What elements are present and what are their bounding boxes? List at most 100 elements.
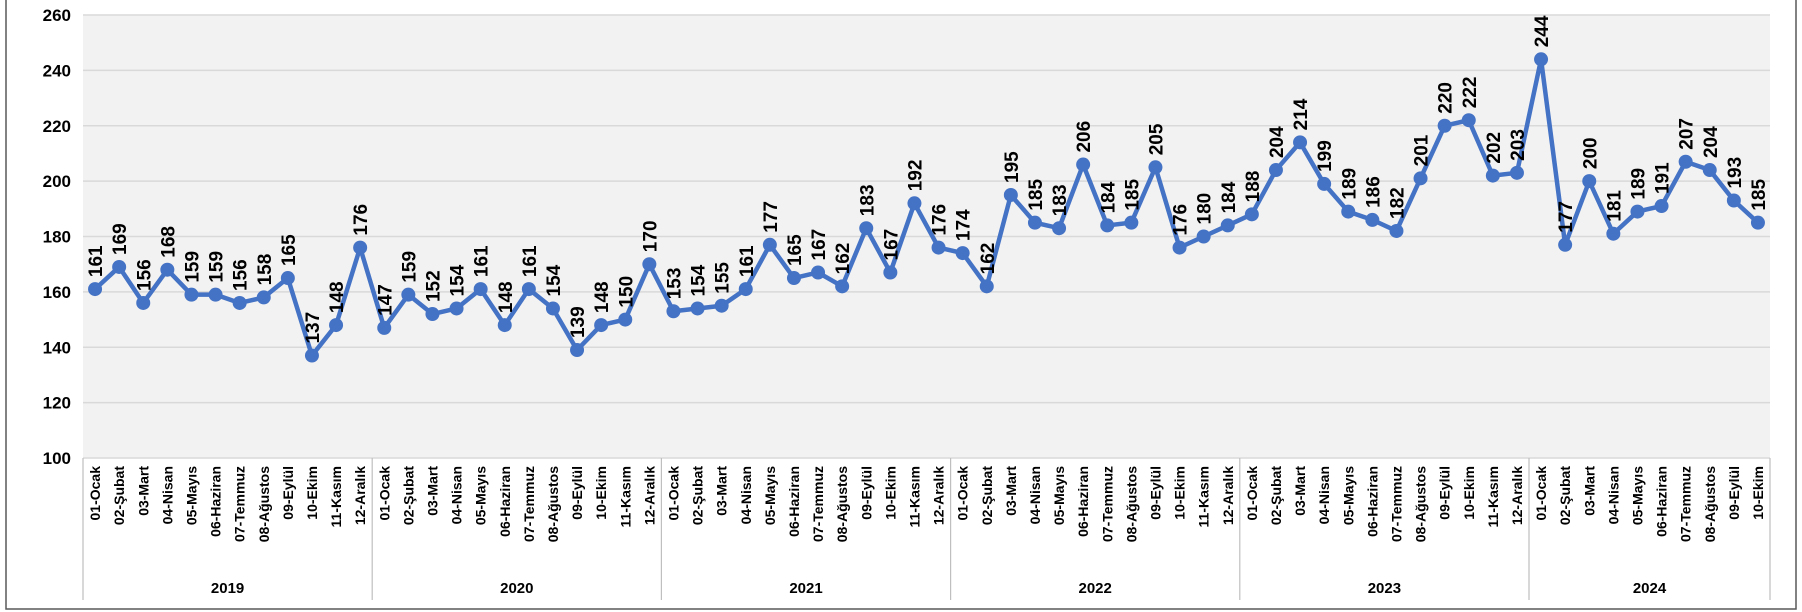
data-label: 176	[930, 204, 951, 236]
data-point	[473, 282, 488, 297]
x-tick-label: 12-Aralık	[931, 466, 947, 525]
data-point	[1196, 229, 1211, 244]
data-point	[811, 265, 826, 280]
data-point	[1534, 52, 1549, 67]
x-tick-label: 03-Mart	[135, 466, 151, 516]
x-tick-label: 06-Haziran	[208, 466, 224, 537]
data-label: 165	[785, 234, 806, 266]
group-label: 2024	[1633, 580, 1667, 597]
x-tick-label: 07-Temmuz	[521, 466, 537, 542]
data-label: 183	[857, 184, 878, 216]
data-label: 203	[1508, 129, 1529, 161]
data-point	[1268, 163, 1283, 178]
x-tick-label: 09-Eylül	[280, 466, 296, 520]
data-point	[1220, 218, 1235, 233]
data-point	[1027, 215, 1042, 230]
data-point	[690, 301, 705, 316]
data-point	[738, 282, 753, 297]
x-tick-label: 08-Ağustos	[1413, 466, 1429, 542]
y-tick-label: 180	[43, 228, 71, 247]
data-label: 161	[737, 245, 758, 277]
data-label: 183	[1050, 184, 1071, 216]
data-label: 170	[640, 220, 661, 252]
data-label: 176	[351, 204, 372, 236]
data-label: 184	[1098, 181, 1119, 213]
data-label: 189	[1339, 168, 1360, 200]
data-label: 147	[375, 284, 396, 316]
x-tick-label: 06-Haziran	[497, 466, 513, 537]
data-point	[1509, 165, 1524, 180]
x-tick-label: 09-Eylül	[1726, 466, 1742, 520]
y-tick-label: 220	[43, 117, 71, 136]
data-label: 139	[568, 306, 589, 338]
data-point	[642, 257, 657, 272]
data-label: 156	[134, 259, 155, 291]
data-label: 189	[1628, 168, 1649, 200]
data-point	[1389, 223, 1404, 238]
y-tick-label: 120	[43, 394, 71, 413]
data-point	[1654, 199, 1669, 214]
data-point	[594, 318, 609, 333]
data-label: 159	[399, 251, 420, 283]
data-point	[1750, 215, 1765, 230]
data-label: 148	[592, 281, 613, 313]
x-tick-label: 03-Mart	[424, 466, 440, 516]
data-label: 154	[448, 264, 469, 296]
x-tick-label: 08-Ağustos	[545, 466, 561, 542]
x-tick-label: 02-Şubat	[1268, 466, 1284, 525]
data-label: 162	[978, 243, 999, 275]
x-tick-label: 09-Eylül	[1437, 466, 1453, 520]
x-tick-label: 02-Şubat	[1557, 466, 1573, 525]
data-point	[112, 259, 127, 274]
data-label: 205	[1146, 123, 1167, 155]
data-point	[256, 290, 271, 305]
x-tick-label: 02-Şubat	[400, 466, 416, 525]
data-point	[1630, 204, 1645, 219]
data-label: 182	[1387, 187, 1408, 219]
x-tick-label: 04-Nisan	[1316, 466, 1332, 524]
data-label: 244	[1532, 15, 1553, 47]
data-label: 155	[713, 262, 734, 294]
data-point	[1341, 204, 1356, 219]
group-label: 2021	[789, 580, 822, 597]
data-point	[762, 237, 777, 252]
x-tick-label: 04-Nisan	[159, 466, 175, 524]
data-label: 180	[1195, 193, 1216, 225]
data-label: 158	[255, 254, 276, 286]
data-label: 159	[207, 251, 228, 283]
x-tick-label: 11-Kasım	[617, 466, 633, 527]
x-tick-label: 04-Nisan	[449, 466, 465, 524]
data-point	[835, 279, 850, 294]
x-tick-label: 05-Mayıs	[1051, 466, 1067, 525]
x-tick-label: 01-Ocak	[87, 466, 103, 521]
data-point	[1606, 226, 1621, 241]
data-point	[1678, 154, 1693, 169]
data-point	[1365, 212, 1380, 227]
x-tick-label: 09-Eylül	[569, 466, 585, 520]
x-tick-label: 05-Mayıs	[473, 466, 489, 525]
data-label: 154	[544, 264, 565, 296]
group-label: 2020	[500, 580, 533, 597]
x-tick-label: 07-Temmuz	[232, 466, 248, 542]
y-tick-label: 200	[43, 172, 71, 191]
x-tick-label: 08-Ağustos	[1123, 466, 1139, 542]
data-label: 204	[1701, 126, 1722, 158]
data-point	[280, 271, 295, 286]
data-label: 199	[1315, 140, 1336, 172]
x-tick-label: 04-Nisan	[1605, 466, 1621, 524]
data-point	[1413, 171, 1428, 186]
x-tick-label: 07-Temmuz	[1388, 466, 1404, 542]
data-point	[1148, 160, 1163, 175]
data-point	[136, 295, 151, 310]
x-tick-label: 05-Mayıs	[183, 466, 199, 525]
data-label: 150	[616, 276, 637, 308]
x-tick-label: 10-Ekim	[882, 466, 898, 520]
data-point	[666, 304, 681, 319]
data-point	[401, 287, 416, 302]
group-label: 2022	[1079, 580, 1112, 597]
x-tick-label: 06-Haziran	[1075, 466, 1091, 537]
x-tick-label: 08-Ağustos	[834, 466, 850, 542]
x-tick-label: 10-Ekim	[304, 466, 320, 520]
x-tick-label: 12-Aralık	[1220, 466, 1236, 525]
data-label: 169	[110, 223, 131, 255]
